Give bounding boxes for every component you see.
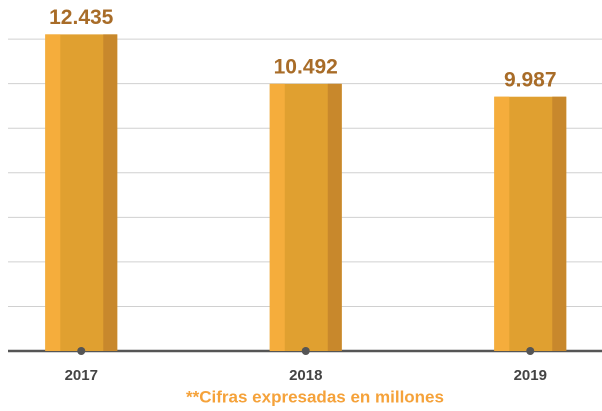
bar — [45, 34, 118, 351]
x-tick-label: 2019 — [514, 367, 547, 384]
axis-dot — [526, 347, 535, 355]
bar-face — [45, 34, 61, 351]
value-label: 9.987 — [504, 68, 557, 91]
x-tick-label: 2017 — [65, 367, 98, 384]
bar-face — [552, 96, 567, 352]
x-tick-label: 2018 — [289, 367, 322, 384]
bar-face — [327, 83, 342, 351]
bar — [269, 83, 342, 351]
bar-face — [494, 96, 510, 352]
bar — [494, 96, 567, 352]
axis-dot — [301, 347, 310, 355]
bar-face — [103, 34, 118, 351]
value-label: 10.492 — [274, 55, 338, 78]
bar-face — [269, 83, 285, 351]
footnote: **Cifras expresadas en millones — [186, 387, 444, 406]
axis-dot — [77, 347, 86, 355]
value-label: 12.435 — [49, 6, 114, 29]
